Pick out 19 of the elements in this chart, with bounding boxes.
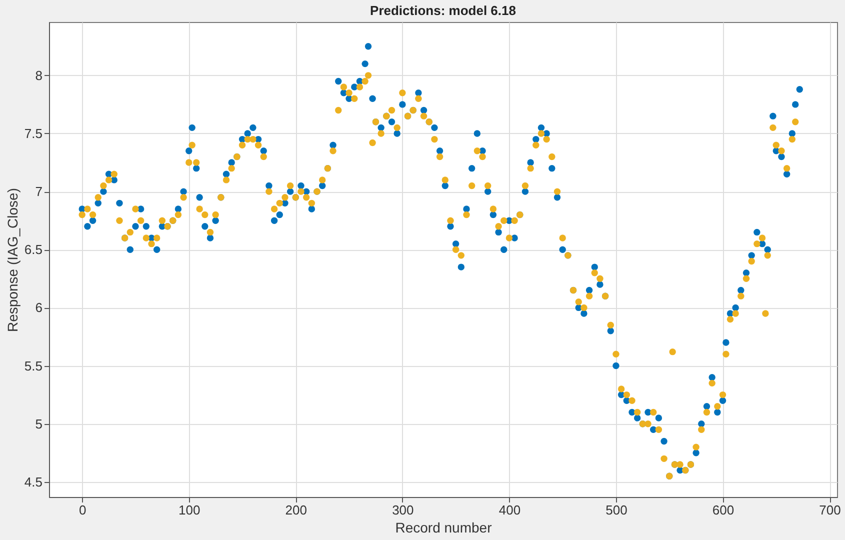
x-axis-title: Record number xyxy=(395,520,492,536)
x-tick-label: 600 xyxy=(712,502,734,518)
x-tick-label: 200 xyxy=(285,502,307,518)
x-tick-label: 100 xyxy=(178,502,200,518)
x-tick-label: 400 xyxy=(498,502,521,518)
chart-title: Predictions: model 6.18 xyxy=(370,3,516,18)
x-tick-label: 500 xyxy=(606,502,628,518)
y-tick-label: 5 xyxy=(35,416,42,432)
y-tick-label: 5.5 xyxy=(24,358,42,374)
y-tick-label: 4.5 xyxy=(24,474,42,490)
x-tick-label: 0 xyxy=(78,502,86,518)
y-tick-label: 6.5 xyxy=(24,242,42,258)
y-tick-label: 7.5 xyxy=(24,126,42,141)
x-tick-label: 300 xyxy=(392,502,414,518)
y-axis-title: Response (IAG_Close) xyxy=(4,188,20,332)
x-tick-label: 700 xyxy=(819,502,841,518)
y-tick-label: 8 xyxy=(35,68,42,83)
y-tick-label: 7 xyxy=(35,184,42,200)
y-tick-label: 6 xyxy=(35,300,42,316)
